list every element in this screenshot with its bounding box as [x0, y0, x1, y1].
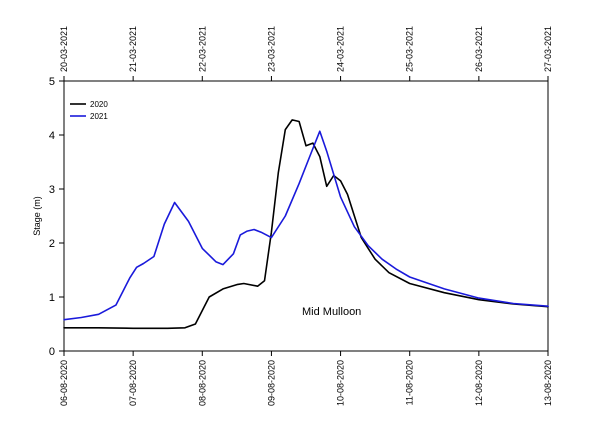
x-top-tick-label: 27-03-2021: [543, 26, 553, 72]
x-top-tick-label: 21-03-2021: [128, 26, 138, 72]
x-bottom-tick-label: 06-08-2020: [59, 360, 69, 406]
y-axis-title: Stage (m): [32, 196, 42, 236]
x-bottom-tick-label: 10-08-2020: [336, 360, 346, 406]
legend-label-2021: 2021: [90, 112, 108, 121]
series-line-2021: [63, 130, 549, 321]
y-tick-label: 2: [49, 238, 55, 250]
y-tick-label: 0: [49, 346, 55, 358]
x-top-tick-label: 23-03-2021: [266, 26, 276, 72]
x-bottom-tick-label: 09-08-2020: [266, 360, 276, 406]
plot-frame: [63, 80, 549, 352]
series-line-2020: [63, 119, 549, 330]
x-bottom-tick-label: 08-08-2020: [197, 360, 207, 406]
x-bottom-tick-label: 07-08-2020: [128, 360, 138, 406]
x-bottom-tick-label: 11-08-2020: [405, 360, 415, 405]
legend-label-2020: 2020: [90, 100, 108, 109]
y-tick-label: 5: [49, 76, 55, 88]
y-tick-label: 1: [49, 292, 55, 304]
x-bottom-tick-label: 13-08-2020: [543, 360, 553, 406]
x-top-tick-label: 26-03-2021: [474, 26, 484, 72]
x-top-tick-label: 24-03-2021: [336, 26, 346, 72]
x-top-tick-label: 20-03-2021: [59, 26, 69, 72]
site-annotation: Mid Mulloon: [302, 306, 361, 318]
y-tick-label: 3: [49, 184, 55, 196]
x-top-tick-label: 22-03-2021: [197, 26, 207, 72]
y-tick-label: 4: [49, 130, 55, 142]
x-top-tick-label: 25-03-2021: [405, 26, 415, 72]
x-bottom-tick-label: 12-08-2020: [474, 360, 484, 406]
